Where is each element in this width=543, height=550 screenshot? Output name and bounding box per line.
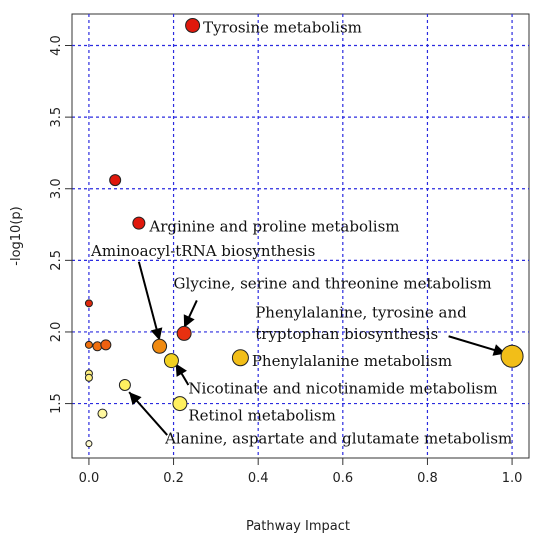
tick-labels: 0.0 0.2 0.4 0.6 0.8 1.0 1.5 2.0 2.5 3.0 3.5 4.0 (49, 35, 522, 486)
x-tick-label: 0.6 (332, 471, 353, 486)
y-tick-label: 2.5 (49, 250, 64, 271)
x-tick-label: 1.0 (502, 471, 523, 486)
data-point (109, 174, 122, 187)
annotation-label: Phenylalanine, tyrosine and (255, 303, 467, 321)
data-point (152, 338, 168, 354)
data-point (118, 378, 131, 391)
annotation-arrow-line (137, 261, 161, 341)
annotation-label: Aminoacyl-tRNA biosynthesis (90, 242, 315, 260)
x-tick-label: 0.4 (248, 471, 269, 486)
data-point (185, 17, 201, 33)
data-point (97, 408, 108, 419)
x-tick-label: 0.2 (163, 471, 184, 486)
annotation-arrow-head (150, 327, 163, 341)
data-point (132, 216, 146, 230)
x-axis-title: Pathway Impact (246, 519, 350, 534)
annotation-labels: Tyrosine metabolism Arginine and proline … (90, 18, 512, 447)
annotation-label: Tyrosine metabolism (203, 18, 362, 36)
data-point (231, 349, 249, 367)
annotation-arrow-head (129, 392, 142, 406)
annotation-label: Alanine, aspartate and glutamate metabol… (164, 429, 512, 447)
x-tick-label: 0.0 (79, 471, 100, 486)
annotation-arrows (128, 261, 507, 436)
data-point (163, 353, 179, 369)
x-tick-label: 0.8 (417, 471, 438, 486)
annotation-label: Retinol metabolism (188, 406, 335, 424)
data-point (172, 396, 188, 412)
data-point (176, 325, 192, 341)
data-point (84, 299, 93, 308)
y-tick-label: 4.0 (49, 35, 64, 56)
data-point (500, 344, 524, 368)
data-point (84, 373, 93, 382)
data-point (85, 440, 93, 448)
annotation-arrow-head (183, 314, 195, 328)
y-tick-label: 2.0 (49, 322, 64, 343)
data-point (100, 339, 112, 351)
annotation-arrow-head (175, 363, 187, 377)
y-tick-label: 1.5 (49, 393, 64, 414)
annotation-label: Phenylalanine metabolism (252, 352, 452, 370)
data-point (84, 340, 93, 349)
y-axis-title: -log10(p) (9, 206, 24, 265)
data-points (84, 17, 524, 448)
annotation-label: tryptophan biosynthesis (255, 325, 438, 343)
data-point (92, 341, 103, 352)
grid-lines (72, 14, 529, 458)
y-tick-label: 3.0 (49, 178, 64, 199)
axes (65, 45, 514, 465)
y-tick-label: 3.5 (49, 107, 64, 128)
annotation-label: Nicotinate and nicotinamide metabolism (188, 379, 497, 397)
annotation-label: Glycine, serine and threonine metabolism (174, 275, 492, 293)
annotation-label: Arginine and proline metabolism (148, 217, 399, 235)
